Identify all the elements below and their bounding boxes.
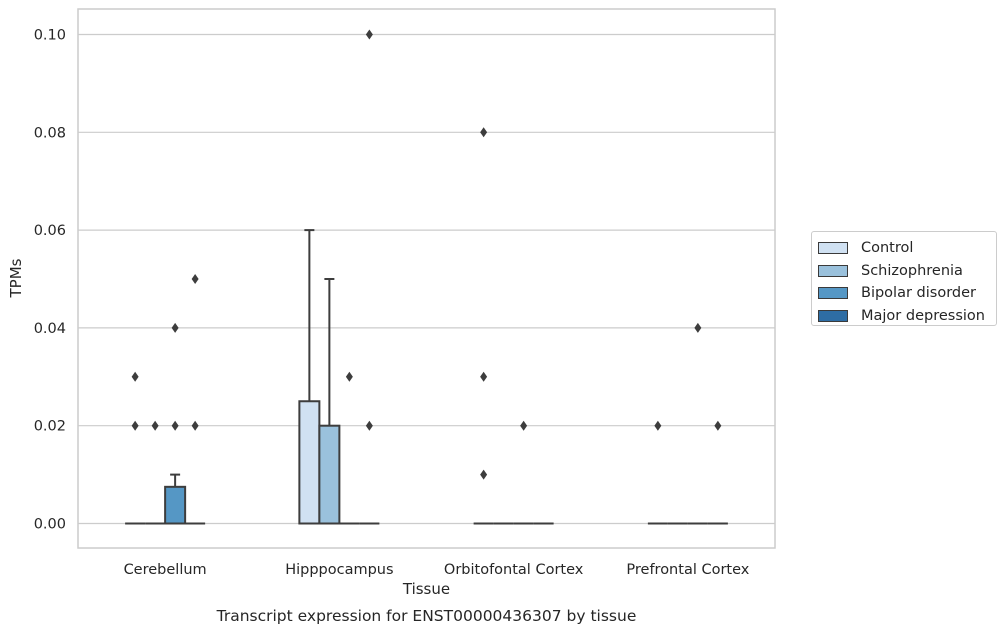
outlier-point (171, 420, 179, 431)
legend-label: Schizophrenia (861, 262, 963, 279)
x-tick-label: Prefrontal Cortex (626, 562, 749, 578)
legend-item: Control (818, 237, 996, 260)
outlier-point (171, 322, 179, 333)
x-tick-label: Cerebellum (124, 562, 207, 578)
x-axis-label: Tissue (402, 580, 451, 598)
outlier-point (694, 322, 702, 333)
outlier-point (365, 29, 373, 40)
chart-caption: Transcript expression for ENST0000043630… (216, 607, 637, 625)
outlier-point (131, 420, 139, 431)
box-group (164, 322, 187, 525)
box-group (707, 420, 728, 525)
y-tick-label: 0.04 (34, 321, 66, 337)
box-group (647, 420, 668, 525)
plot-area (78, 9, 775, 548)
box-group (185, 274, 206, 525)
y-tick-labels: 0.00 0.02 0.04 0.06 0.08 0.10 (34, 28, 66, 533)
legend-label: Major depression (861, 307, 985, 324)
outlier-point (131, 371, 139, 382)
legend-swatch (818, 309, 848, 322)
outlier-point (365, 420, 373, 431)
outlier-point (480, 127, 488, 138)
legend-item: Bipolar disorder (818, 282, 996, 305)
legend-swatch (818, 264, 848, 277)
outlier-point (191, 274, 199, 284)
outlier-point (520, 420, 528, 431)
y-tick-label: 0.02 (34, 419, 66, 435)
box-group (473, 127, 494, 525)
y-tick-label: 0.10 (34, 28, 66, 44)
outlier-point (151, 420, 159, 431)
box-rect (164, 485, 187, 525)
outlier-point (480, 469, 488, 480)
box-group (125, 371, 146, 525)
outlier-point (345, 371, 353, 382)
box-group (145, 420, 166, 525)
y-axis-label: TPMs (7, 258, 25, 298)
legend: Control Schizophrenia Bipolar disorder M… (811, 231, 997, 326)
legend-item: Schizophrenia (818, 260, 996, 283)
legend-swatch (818, 287, 848, 300)
plot-frame (77, 8, 776, 549)
y-tick-label: 0.06 (34, 223, 66, 239)
x-tick-labels: Cerebellum Hipppocampus Orbitofontal Corte… (124, 562, 750, 578)
outlier-point (714, 420, 722, 431)
legend-label: Control (861, 240, 914, 257)
y-tick-label: 0.08 (34, 125, 66, 141)
box-rect (318, 424, 341, 525)
x-tick-label: Hipppocampus (285, 562, 393, 578)
outlier-point (480, 371, 488, 382)
legend-item: Major depression (818, 305, 996, 328)
box-group (318, 278, 341, 525)
box-group (359, 29, 380, 525)
box-group (513, 420, 534, 525)
outlier-point (191, 420, 199, 431)
box-group (298, 229, 321, 525)
legend-swatch (818, 242, 848, 255)
box-layer (125, 29, 728, 525)
legend-label: Bipolar disorder (861, 285, 976, 302)
x-tick-label: Orbitofontal Cortex (444, 562, 584, 578)
y-tick-label: 0.00 (34, 517, 66, 533)
box-rect (298, 400, 321, 525)
box-group (687, 322, 708, 525)
outlier-point (654, 420, 662, 431)
box-group (339, 371, 360, 525)
